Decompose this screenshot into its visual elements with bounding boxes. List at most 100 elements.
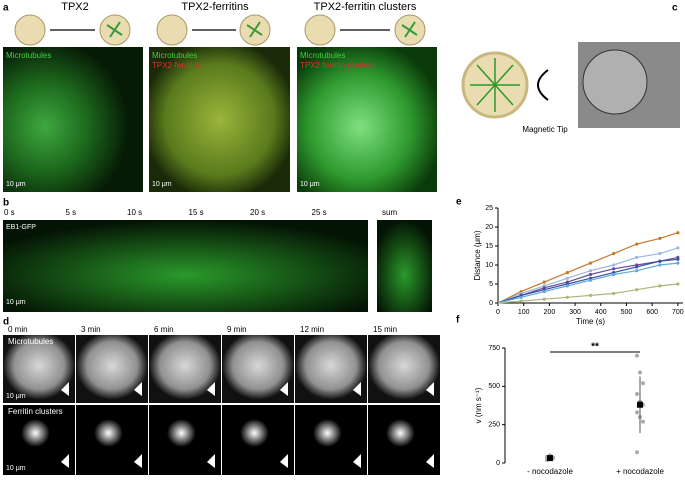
tip xyxy=(280,454,288,468)
micrograph xyxy=(76,335,148,403)
x-tick-label: 200 xyxy=(544,309,556,316)
y-tick-label: 0 xyxy=(496,460,500,467)
data-point xyxy=(519,299,523,303)
tip xyxy=(353,382,361,396)
tip xyxy=(207,382,215,396)
channel-label: Microtubules xyxy=(152,51,197,60)
x-tick-label: 0 xyxy=(496,309,500,316)
x-tick-label: 700 xyxy=(672,309,684,316)
micrograph xyxy=(3,335,75,403)
time-label: 6 min xyxy=(154,325,174,334)
data-point xyxy=(565,276,569,280)
row-label: Ferritin clusters xyxy=(8,407,63,416)
data-point xyxy=(658,236,662,240)
channel-label: TPX2-ferritins xyxy=(152,61,201,70)
data-point xyxy=(641,419,645,424)
panel-label: f xyxy=(456,315,460,326)
channel-label: TPX2-ferritin clusters xyxy=(300,61,375,70)
x-tick-label: - nocodazole xyxy=(527,467,573,476)
x-tick-label: 300 xyxy=(569,309,581,316)
time-label: 15 min xyxy=(373,325,397,334)
channel-label: Microtubules xyxy=(300,51,345,60)
tip xyxy=(426,454,434,468)
y-tick-label: 250 xyxy=(488,422,500,429)
panel-title: TPX2 xyxy=(61,1,89,13)
data-point xyxy=(635,353,639,358)
micrograph xyxy=(368,335,440,403)
row-label: Microtubules xyxy=(8,337,53,346)
panel-label: b xyxy=(3,198,9,209)
data-point xyxy=(635,269,639,273)
photo-droplet xyxy=(582,49,648,115)
data-point xyxy=(635,265,639,269)
data-point xyxy=(676,231,680,235)
mean xyxy=(547,455,553,462)
data-point xyxy=(588,293,593,297)
scale-bar-label: 10 μm xyxy=(6,181,26,188)
y-tick-label: 20 xyxy=(485,224,493,231)
data-point xyxy=(588,261,593,265)
time-label: sum xyxy=(382,208,397,217)
series-line xyxy=(497,283,678,304)
data-point xyxy=(635,410,639,415)
data-point xyxy=(676,282,680,286)
aster xyxy=(470,58,520,112)
data-point xyxy=(519,295,523,299)
micrograph xyxy=(295,405,367,475)
panel-c: c Magnetic Tip xyxy=(461,3,680,134)
data-point xyxy=(565,284,569,288)
time-label: 25 s xyxy=(312,208,327,217)
panel-label: d xyxy=(3,317,9,328)
icons xyxy=(14,14,426,46)
channel-label: Microtubules xyxy=(6,51,51,60)
channel-label: EB1-GFP xyxy=(6,224,36,231)
micrograph xyxy=(222,335,294,403)
data-point xyxy=(676,261,680,265)
panel-b: b sum EB1-GFP 10 μm xyxy=(3,198,432,312)
y-tick-label: 5 xyxy=(489,281,493,288)
time-label: 9 min xyxy=(227,325,247,334)
data-point xyxy=(612,272,616,277)
scale-bar-label: 10 μm xyxy=(300,181,320,188)
time-label: 15 s xyxy=(189,208,204,217)
scale-bar-label: 10 μm xyxy=(6,393,26,400)
data-point xyxy=(588,269,593,273)
tip xyxy=(353,454,361,468)
time-label: 20 s xyxy=(250,208,265,217)
panel-title: TPX2-ferritins xyxy=(181,1,249,13)
data-point xyxy=(542,297,546,301)
scale-bar-label: 10 μm xyxy=(6,299,26,306)
y-tick-label: 0 xyxy=(489,300,493,307)
micrograph xyxy=(297,47,437,192)
time-label: 3 min xyxy=(81,325,101,334)
y-axis-label: Distance (μm) xyxy=(473,230,482,280)
micrograph xyxy=(149,405,221,475)
data-point xyxy=(635,450,639,455)
data-point xyxy=(565,271,569,275)
data-point xyxy=(635,392,639,396)
data-point xyxy=(542,290,546,294)
y-tick-label: 15 xyxy=(485,243,493,250)
tip xyxy=(426,382,434,396)
tip xyxy=(280,382,288,396)
y-tick-label: 25 xyxy=(485,205,493,212)
mt-icons xyxy=(106,21,418,38)
micrograph-strip xyxy=(3,220,368,312)
x-tick-label: 500 xyxy=(621,309,633,316)
data-point xyxy=(588,272,593,277)
panel-e: e xyxy=(456,197,462,208)
y-tick-label: 750 xyxy=(488,345,500,352)
tip xyxy=(61,382,69,396)
panel-d: d xyxy=(3,317,9,328)
tip xyxy=(134,454,142,468)
micrograph xyxy=(76,405,148,475)
scale-bar-label: 10 μm xyxy=(6,465,26,472)
micrograph xyxy=(149,47,290,192)
x-tick-label: + nocodazole xyxy=(616,467,664,476)
data-point xyxy=(542,280,546,284)
data-point xyxy=(635,288,639,292)
data-point xyxy=(658,263,662,267)
micrograph-sum xyxy=(377,220,432,312)
y-axis-label: v (nm s⁻¹) xyxy=(474,387,483,423)
data-point xyxy=(658,252,662,256)
